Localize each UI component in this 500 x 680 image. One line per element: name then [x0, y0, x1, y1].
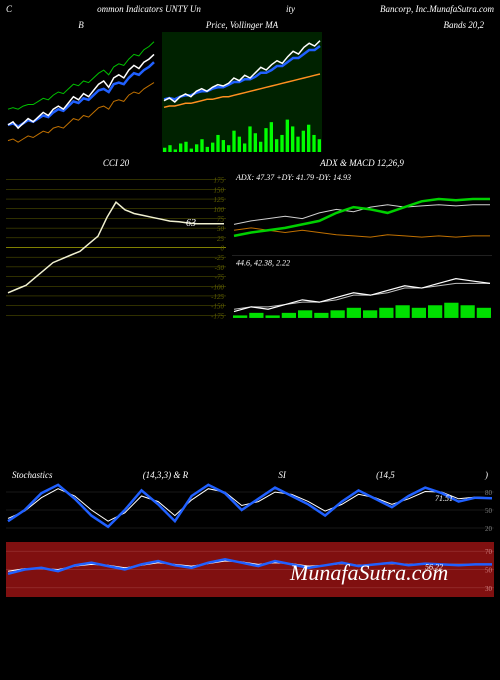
svg-text:-75: -75	[215, 274, 225, 282]
stoch-params-left: (14,3,3) & R	[143, 470, 189, 480]
svg-text:-100: -100	[211, 283, 224, 291]
svg-text:44.6, 42.38, 2.22: 44.6, 42.38, 2.22	[236, 258, 290, 267]
svg-text:ADX: 47.37 +DY: 41.79 -DY: 14.: ADX: 47.37 +DY: 41.79 -DY: 14.93	[235, 173, 351, 182]
row-2: CCI 20 175150 125 10075 50 25 0-25 -50 -75-100 -…	[0, 156, 500, 325]
gap	[0, 325, 500, 470]
svg-text:150: 150	[214, 186, 225, 194]
adx-macd-chart: ADX: 47.37 +DY: 41.79 -DY: 14.93 44.6, 42…	[232, 170, 492, 325]
stochastics-chart: 80 50 20 71.51	[6, 480, 494, 540]
svg-text:50: 50	[485, 507, 493, 515]
svg-text:175: 175	[214, 177, 225, 185]
bands-panel: Bands 20,2	[328, 18, 494, 152]
svg-text:125: 125	[214, 196, 225, 204]
adx-macd-panel: ADX & MACD 12,26,9 ADX: 47.37 +DY: 41.79…	[232, 156, 492, 325]
stoch-title: Stochastics	[12, 470, 53, 480]
cci-chart: 175150 125 10075 50 25 0-25 -50 -75-100 -125 -150…	[6, 170, 226, 325]
cci-title: CCI 20	[6, 156, 226, 170]
stoch-params-end: )	[485, 470, 488, 480]
svg-text:63: 63	[186, 218, 196, 229]
row-1: B Price, Vollinger MA Bands 20,2	[0, 18, 500, 152]
svg-text:-125: -125	[211, 293, 224, 301]
svg-text:70: 70	[485, 548, 493, 556]
svg-text:56.22: 56.22	[425, 563, 443, 572]
bollinger-title: B	[6, 18, 156, 32]
svg-text:50: 50	[485, 567, 493, 575]
svg-text:80: 80	[485, 489, 493, 497]
price-ma-title: Price, Vollinger MA	[162, 18, 322, 32]
svg-text:-175: -175	[211, 312, 224, 320]
price-ma-panel: Price, Vollinger MA	[162, 18, 322, 152]
stoch-params-mid: SI	[278, 470, 286, 480]
page-header: C ommon Indicators UNTY Un ity Bancorp, …	[0, 0, 500, 18]
svg-text:50: 50	[217, 225, 225, 233]
svg-text:0: 0	[221, 245, 225, 253]
row-rsi: 70 50 30 56.22	[0, 542, 500, 597]
header-right: Bancorp, Inc.MunafaSutra.com	[380, 4, 494, 14]
rsi-chart: 70 50 30 56.22	[6, 542, 494, 597]
header-center-mid: ity	[286, 4, 295, 14]
svg-text:-150: -150	[211, 303, 224, 311]
stoch-title-row: Stochastics (14,3,3) & R SI (14,5 )	[0, 470, 500, 480]
svg-text:25: 25	[217, 235, 225, 243]
bollinger-panel: B	[6, 18, 156, 152]
svg-text:20: 20	[485, 525, 493, 533]
price-ma-chart	[162, 32, 322, 152]
adx-macd-title: ADX & MACD 12,26,9	[232, 156, 492, 170]
cci-panel: CCI 20 175150 125 10075 50 25 0-25 -50 -75-100 -…	[6, 156, 226, 325]
svg-text:71.51: 71.51	[435, 494, 453, 503]
svg-text:30: 30	[485, 585, 493, 593]
svg-text:-25: -25	[215, 254, 225, 262]
svg-text:100: 100	[214, 206, 225, 214]
stoch-params-right: (14,5	[376, 470, 395, 480]
header-left: C	[6, 4, 12, 14]
row-stoch: 80 50 20 71.51	[0, 480, 500, 540]
bands-title: Bands 20,2	[328, 18, 494, 32]
svg-text:-50: -50	[215, 264, 225, 272]
bollinger-chart	[6, 32, 156, 152]
header-center-left: ommon Indicators UNTY Un	[97, 4, 201, 14]
svg-text:75: 75	[217, 215, 225, 223]
